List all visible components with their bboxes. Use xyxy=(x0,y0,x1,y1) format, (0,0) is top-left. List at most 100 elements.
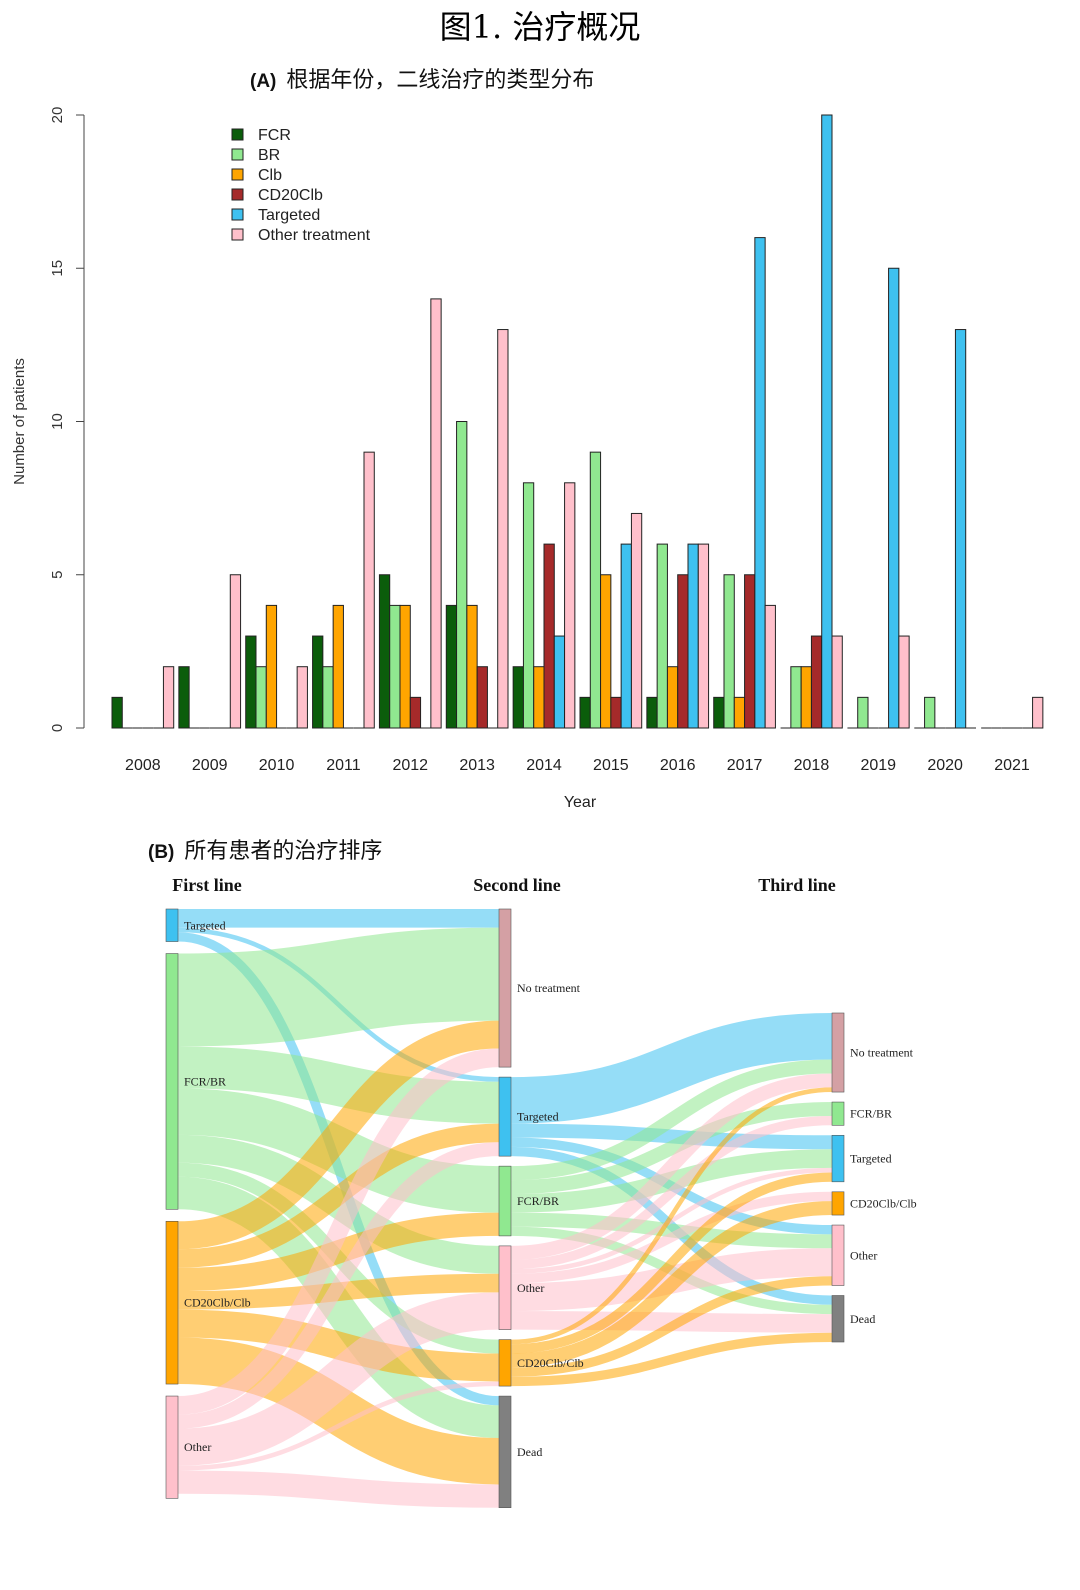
bar xyxy=(466,604,478,729)
x-tick-label: 2012 xyxy=(392,757,428,774)
bar xyxy=(687,543,699,729)
column-header: First line xyxy=(172,875,242,895)
sankey-link xyxy=(510,1332,833,1387)
legend-swatch xyxy=(231,228,244,241)
bar xyxy=(924,696,936,729)
bar xyxy=(677,574,689,729)
bar xyxy=(744,574,756,729)
bar xyxy=(378,574,391,729)
bar-chart: 0 5 10 15 20 Number of patients 2008 2009 2010 20… xyxy=(11,107,1044,811)
bar xyxy=(512,666,524,729)
bar xyxy=(265,604,278,729)
sankey-node xyxy=(165,908,179,942)
sankey-node-label: CD20Clb/Clb xyxy=(184,1296,251,1310)
sankey-link xyxy=(177,1046,500,1124)
sankey-node xyxy=(831,1012,845,1093)
y-tick-label: 20 xyxy=(49,107,66,124)
legend-label: Targeted xyxy=(258,207,320,224)
y-tick-label: 5 xyxy=(49,571,66,579)
bar xyxy=(476,666,488,729)
bar xyxy=(630,512,643,729)
legend-label: CD20Clb xyxy=(258,187,323,204)
bar xyxy=(954,329,967,729)
sankey-link xyxy=(510,1276,833,1377)
sankey-node-label: Targeted xyxy=(850,1152,892,1166)
sankey-link xyxy=(177,1470,500,1508)
bar xyxy=(162,666,175,729)
bar xyxy=(178,666,190,729)
sankey-link xyxy=(177,1176,500,1438)
x-tick-label: 2011 xyxy=(326,757,361,774)
sankey-node xyxy=(165,1395,179,1499)
bar xyxy=(754,237,766,729)
panel-b-tag: (B) xyxy=(148,842,175,863)
figure-title: 图1. 治疗概况 xyxy=(439,8,641,46)
bar xyxy=(312,635,324,729)
sankey-node xyxy=(831,1101,845,1126)
sankey-link xyxy=(510,1073,833,1260)
legend-swatch xyxy=(231,168,244,181)
bar xyxy=(564,482,576,729)
sankey-link xyxy=(510,1116,833,1270)
sankey-link xyxy=(177,1142,500,1429)
bar xyxy=(543,543,555,729)
sankey-node-label: No treatment xyxy=(850,1046,914,1060)
sankey-links xyxy=(177,909,833,1508)
y-tick-label: 0 xyxy=(49,724,66,732)
bar xyxy=(497,329,509,729)
sankey-node-label: Dead xyxy=(850,1312,875,1326)
legend-swatch xyxy=(231,128,244,141)
column-header: Second line xyxy=(473,875,561,895)
sankey-link xyxy=(510,1212,833,1249)
bar xyxy=(245,635,257,729)
bar xyxy=(430,298,442,729)
bar xyxy=(723,574,735,729)
bar xyxy=(857,696,869,729)
bar xyxy=(522,482,535,729)
bar xyxy=(620,543,632,729)
x-tick-label: 2010 xyxy=(259,757,295,774)
bar xyxy=(296,666,308,729)
panel-b-title: 所有患者的治疗排序 xyxy=(184,839,383,864)
x-tick-label: 2009 xyxy=(192,757,228,774)
sankey-node-label: Targeted xyxy=(517,1110,559,1124)
sankey-link xyxy=(177,1020,500,1250)
sankey-node xyxy=(498,1339,512,1387)
sankey-link xyxy=(177,1048,500,1415)
sankey-link xyxy=(510,1201,833,1368)
sankey-node-label: FCR/BR xyxy=(517,1194,559,1208)
column-header: Third line xyxy=(758,875,836,895)
legend-label: Other treatment xyxy=(258,227,371,244)
sankey-node-label: Dead xyxy=(517,1445,542,1459)
sankey-link xyxy=(510,1149,833,1213)
bar xyxy=(409,696,422,729)
bar xyxy=(579,696,591,729)
legend-swatch xyxy=(231,208,244,221)
sankey-node-label: Other xyxy=(184,1440,211,1454)
sankey-node xyxy=(831,1224,845,1286)
sankey-node xyxy=(498,908,512,1068)
sankey-node xyxy=(498,1076,512,1157)
bar xyxy=(589,451,602,729)
legend-label: BR xyxy=(258,147,280,164)
x-tick-label: 2020 xyxy=(927,757,963,774)
x-axis-label: Year xyxy=(564,794,597,811)
sankey-node xyxy=(165,953,179,1210)
bar xyxy=(898,635,910,729)
bar xyxy=(810,635,823,729)
sankey-node-label: Other xyxy=(517,1281,544,1295)
sankey-link xyxy=(177,1337,500,1485)
panel-a-tag: (A) xyxy=(250,71,277,92)
x-tick-label: 2021 xyxy=(994,757,1030,774)
bar xyxy=(733,696,746,729)
sankey-link xyxy=(177,927,500,1047)
sankey-link xyxy=(510,1059,833,1181)
sankey-link xyxy=(510,1172,833,1354)
bar xyxy=(111,696,123,729)
sankey-link xyxy=(510,1087,833,1345)
sankey-node xyxy=(831,1295,845,1343)
bar xyxy=(713,696,725,729)
bar xyxy=(610,696,622,729)
x-tick-label: 2017 xyxy=(727,757,763,774)
x-tick-label: 2015 xyxy=(593,757,629,774)
